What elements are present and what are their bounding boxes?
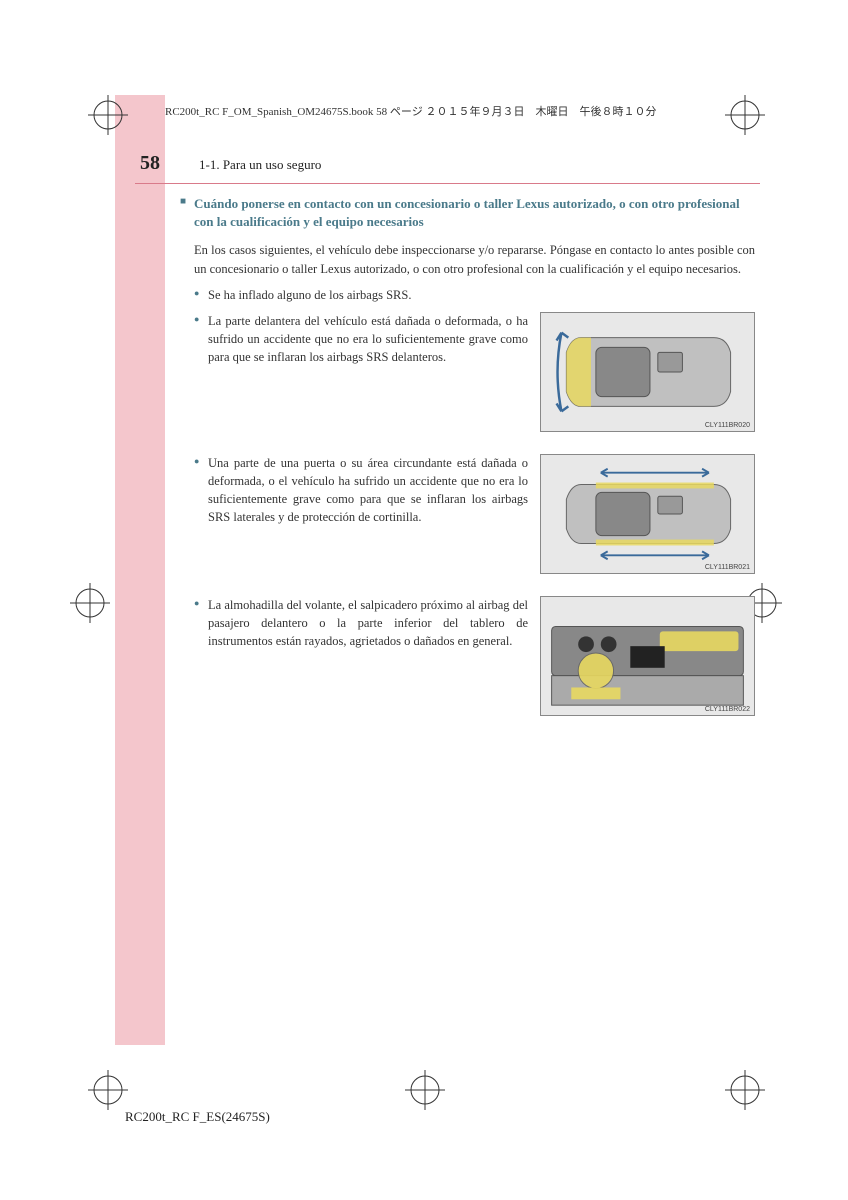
bullet-text: La parte delantera del vehículo está dañ… [194, 312, 540, 366]
bullet-row: La almohadilla del volante, el salpicade… [180, 596, 755, 716]
diagram-dashboard: CLY111BR022 [540, 596, 755, 716]
diagram-code: CLY111BR021 [705, 564, 750, 571]
section-label: 1-1. Para un uso seguro [199, 157, 321, 173]
crop-mark-bc [405, 1070, 445, 1110]
bullet-row: La parte delantera del vehículo está dañ… [180, 312, 755, 432]
crop-mark-tl [88, 95, 128, 135]
crop-mark-bl [88, 1070, 128, 1110]
content-area: Cuándo ponerse en contacto con un conces… [180, 195, 755, 738]
diagram-code: CLY111BR020 [705, 422, 750, 429]
page-header: 58 1-1. Para un uso seguro [140, 152, 758, 184]
bullet-item: Se ha inflado alguno de los airbags SRS. [180, 286, 755, 304]
crop-mark-ml [70, 583, 110, 623]
page-number: 58 [140, 152, 160, 175]
intro-text: En los casos siguientes, el vehículo deb… [180, 241, 755, 277]
diagram-code: CLY111BR022 [705, 706, 750, 713]
bullet-text: La almohadilla del volante, el salpicade… [194, 596, 540, 650]
footer-code: RC200t_RC F_ES(24675S) [125, 1109, 270, 1125]
diagram-front-damage: CLY111BR020 [540, 312, 755, 432]
bullet-row: Una parte de una puerta o su área circun… [180, 454, 755, 574]
file-info-bar: RC200t_RC F_OM_Spanish_OM24675S.book 58 … [165, 103, 656, 119]
crop-mark-br [725, 1070, 765, 1110]
header-rule [135, 183, 760, 184]
pink-sidebar [115, 95, 165, 1045]
subsection-title: Cuándo ponerse en contacto con un conces… [180, 195, 755, 231]
bullet-text: Una parte de una puerta o su área circun… [194, 454, 540, 527]
diagram-side-damage: CLY111BR021 [540, 454, 755, 574]
crop-mark-tr [725, 95, 765, 135]
